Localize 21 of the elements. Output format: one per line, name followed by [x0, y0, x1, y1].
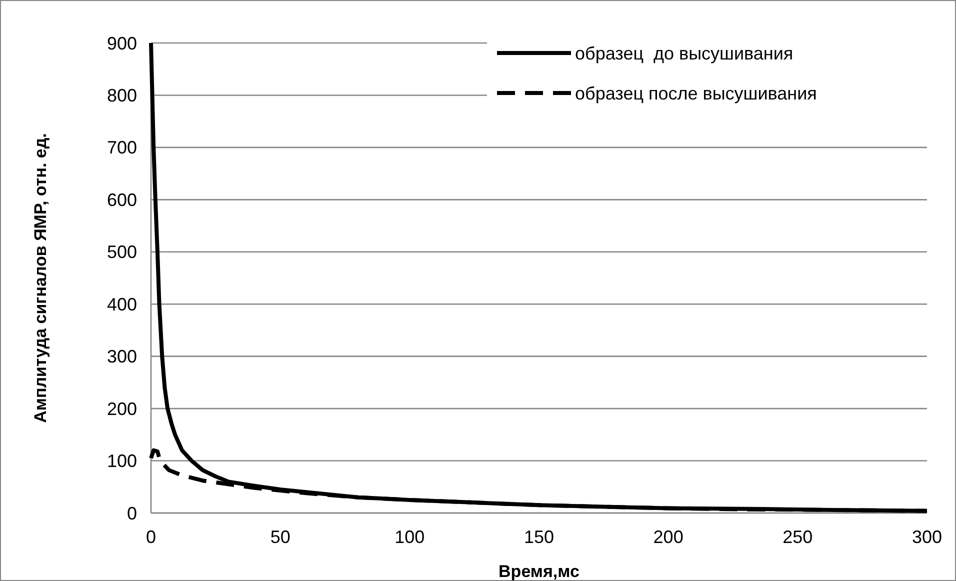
x-tick-label: 100 — [394, 527, 425, 547]
legend-label: образец до высушивания — [575, 43, 794, 64]
y-axis-title: Амплитуда сигналов ЯМР, отн. ед. — [31, 133, 50, 423]
y-tick-label: 600 — [106, 190, 137, 210]
legend-label: образец после высушивания — [575, 83, 817, 104]
y-tick-label: 400 — [106, 294, 137, 314]
y-tick-label: 100 — [106, 451, 137, 472]
x-tick-label: 150 — [524, 527, 554, 547]
x-tick-label: 50 — [270, 527, 290, 547]
y-tick-label: 800 — [106, 86, 137, 106]
y-tick-label: 900 — [106, 33, 137, 54]
y-tick-label: 700 — [106, 138, 137, 158]
x-axis-title: Время,мс — [498, 562, 580, 581]
y-tick-label: 500 — [106, 242, 137, 262]
y-tick-label: 200 — [106, 398, 137, 419]
x-tick-label: 0 — [146, 527, 156, 547]
x-tick-label: 200 — [653, 527, 684, 547]
y-tick-label: 0 — [126, 503, 137, 524]
x-tick-label: 250 — [782, 527, 813, 547]
y-tick-label: 300 — [106, 346, 137, 367]
x-tick-label: 300 — [912, 527, 942, 547]
